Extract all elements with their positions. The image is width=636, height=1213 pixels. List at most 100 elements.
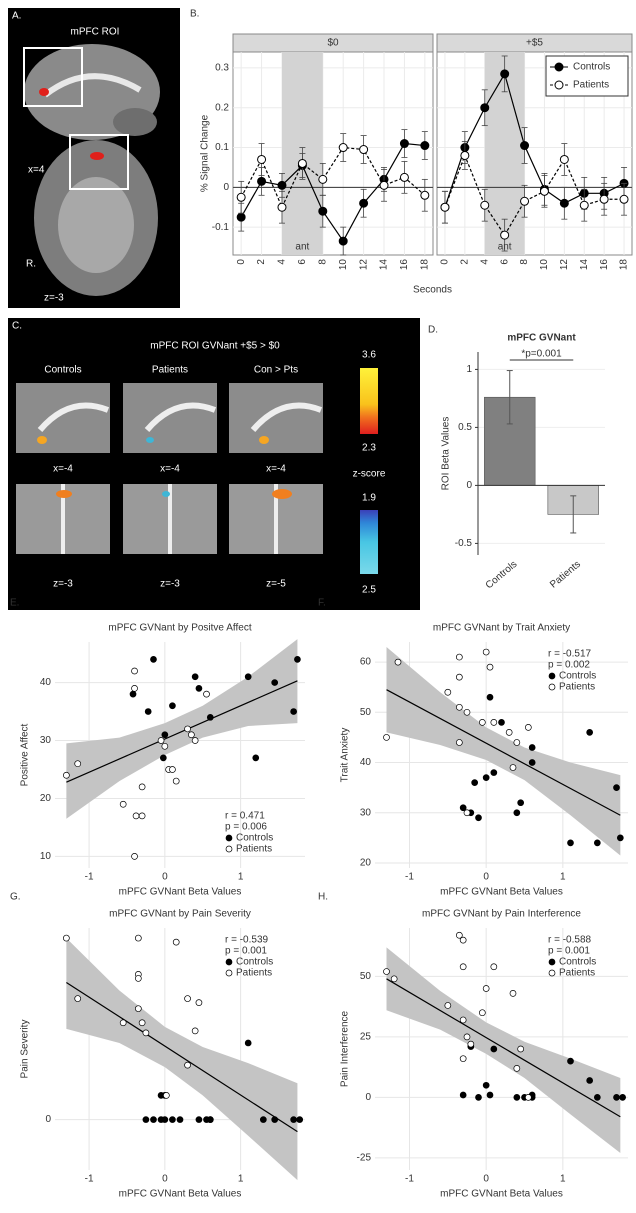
data-point [481,104,489,112]
data-point [143,1117,149,1123]
data-point [297,1117,303,1123]
data-point [483,1082,489,1088]
y-tick-label: 60 [360,657,372,668]
data-point [258,177,266,185]
data-point [150,1117,156,1123]
y-tick-label: -0.1 [212,222,230,233]
data-point [132,685,138,691]
activation [37,436,47,444]
slice-label: x=-4 [266,464,286,475]
data-point [294,656,300,662]
y-axis-title: Pain Severity [20,1020,31,1079]
chart-title: mPFC GVNant [507,333,576,344]
x-axis-title: mPFC GVNant Beta Values [119,1189,242,1200]
data-point [192,1028,198,1034]
data-point [529,760,535,766]
legend-label: Controls [573,62,610,73]
data-point [456,704,462,710]
data-point [169,766,175,772]
data-point [483,775,489,781]
data-point [514,1065,520,1071]
x-tick-label: 4 [277,259,288,265]
x-tick-label: -1 [85,1174,94,1185]
y-axis-title: % Signal Change [200,114,211,192]
data-point [132,668,138,674]
data-point [464,810,470,816]
activation [162,491,170,497]
y-tick-label: 40 [360,757,372,768]
data-point [456,739,462,745]
stat-label: p = 0.001 [225,946,267,957]
data-point [196,685,202,691]
data-point [568,840,574,846]
data-point [143,1030,149,1036]
data-point [260,1117,266,1123]
data-point [464,709,470,715]
data-point [177,1117,183,1123]
data-point [169,1117,175,1123]
data-point [391,976,397,982]
column-header: Controls [44,365,81,376]
data-point [132,853,138,859]
data-point [395,659,401,665]
data-point [460,1017,466,1023]
figure: A. mPFC ROI x=4 R. z=-3 [0,0,636,1213]
data-point [460,805,466,811]
data-point [384,969,390,975]
legend-marker [555,63,563,71]
data-point [501,231,509,239]
brain-tile [229,383,323,453]
data-point [445,1002,451,1008]
x-tick-label: 0 [236,259,247,265]
y-tick-label: 10 [40,851,52,862]
data-point [487,694,493,700]
panel-letter: A. [12,11,21,22]
legend-marker [226,846,232,852]
data-point [291,1117,297,1123]
data-point [158,738,164,744]
activation [56,490,72,498]
y-tick-label: 40 [40,677,52,688]
x-tick-label: 14 [579,259,590,271]
data-point [460,1092,466,1098]
data-point [421,191,429,199]
activation [259,436,269,444]
x-tick-label: -1 [405,872,414,883]
slice-label: x=-4 [160,464,180,475]
data-point [319,207,327,215]
data-point [460,937,466,943]
brain-tile [123,383,217,453]
x-tick-label: 0 [483,872,489,883]
data-point [560,155,568,163]
panel-letter: B. [190,9,199,20]
data-point [130,691,136,697]
data-point [587,1077,593,1083]
data-point [237,213,245,221]
x-tick-label: 16 [399,259,410,271]
data-point [339,144,347,152]
data-point [319,175,327,183]
y-tick-label: 0 [223,182,229,193]
data-point [207,714,213,720]
stat-label: r = -0.588 [548,935,592,946]
data-point [594,1094,600,1100]
slice-label: z=-3 [44,293,64,304]
y-axis-title: ROI Beta Values [441,417,452,491]
data-point [253,755,259,761]
y-tick-label: 30 [40,735,52,746]
colorbar-label: 2.3 [362,443,376,454]
data-point [580,201,588,209]
x-tick-label: -1 [405,1174,414,1185]
data-point [207,1117,213,1123]
data-point [620,195,628,203]
data-point [192,674,198,680]
data-point [487,664,493,670]
data-point [360,199,368,207]
data-point [529,744,535,750]
data-point [487,1092,493,1098]
data-point [139,1020,145,1026]
data-point [568,1058,574,1064]
legend-marker [226,835,232,841]
data-point [163,1092,169,1098]
data-point [160,755,166,761]
